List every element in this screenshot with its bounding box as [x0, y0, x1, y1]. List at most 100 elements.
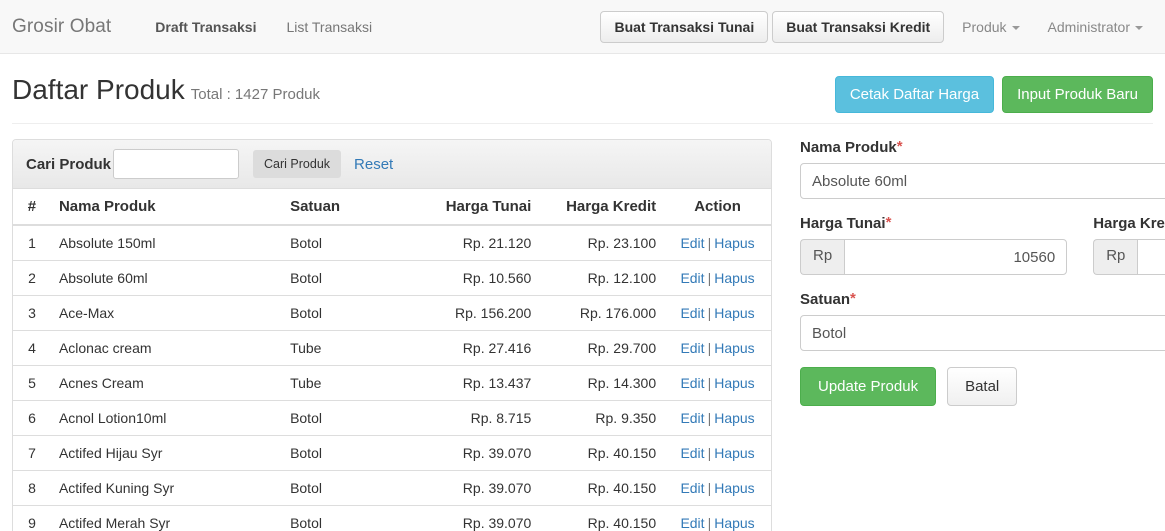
chevron-down-icon — [1135, 26, 1143, 31]
cell-action: Edit | Hapus — [664, 400, 771, 436]
col-header-cash: Harga Tunai — [409, 189, 540, 226]
field-group-satuan: Satuan* — [800, 291, 1165, 351]
cell-num: 1 — [28, 235, 36, 251]
cell-harga-kredit: Rp. 9.350 — [539, 400, 665, 436]
label-satuan: Satuan* — [800, 291, 1165, 308]
cell-harga-tunai: Rp. 8.715 — [409, 400, 540, 436]
nav-link-draft-transaksi[interactable]: Draft Transaksi — [155, 18, 257, 35]
hapus-link[interactable]: Hapus — [714, 515, 755, 531]
cell-harga-tunai: Rp. 21.120 — [462, 235, 532, 251]
cell-num: 8 — [13, 470, 51, 506]
action-separator: | — [707, 305, 712, 321]
cell-name: Acnol Lotion10ml — [50, 400, 283, 436]
cell-action: Edit | Hapus — [664, 470, 771, 506]
cell-harga-kredit: Rp. 40.150 — [539, 435, 665, 471]
table-row: 4 Aclonac cream Tube Rp. 27.416 Rp. 29.700 Ed… — [13, 330, 771, 366]
harga-kredit-input[interactable] — [1137, 239, 1165, 275]
cell-name: Aclonac cream — [50, 330, 283, 366]
edit-link[interactable]: Edit — [680, 375, 705, 391]
cell-harga-kredit: Rp. 40.150 — [539, 505, 665, 531]
search-submit-button[interactable]: Cari Produk — [253, 150, 342, 178]
action-separator: | — [707, 235, 712, 251]
nav-link-list-transaksi[interactable]: List Transaksi — [286, 18, 373, 35]
edit-link[interactable]: Edit — [680, 445, 705, 461]
cell-harga-kredit: Rp. 40.150 — [539, 470, 665, 506]
label-harga-tunai: Harga Tunai* — [800, 215, 1067, 232]
cell-harga-tunai: Rp. 39.070 — [409, 435, 540, 471]
edit-link[interactable]: Edit — [680, 480, 705, 496]
brand-logo[interactable]: Grosir Obat — [12, 15, 112, 37]
cell-num: 2 — [13, 260, 51, 296]
cell-name: Actifed Kuning Syr — [50, 470, 283, 506]
hapus-link[interactable]: Hapus — [714, 480, 755, 496]
buat-transaksi-tunai-button[interactable]: Buat Transaksi Tunai — [600, 11, 769, 43]
search-toolbar: Cari Produk Cari Produk Reset — [13, 140, 771, 189]
nav-dropdown-produk-label: Produk — [962, 19, 1007, 35]
action-separator: | — [707, 410, 712, 426]
form-actions: Update Produk Batal — [800, 367, 1165, 406]
cell-harga-tunai: Rp. 39.070 — [409, 470, 540, 506]
cetak-daftar-harga-button[interactable]: Cetak Daftar Harga — [834, 76, 995, 113]
cell-unit: Botol — [282, 400, 410, 436]
field-group-prices: Harga Tunai* Rp Harga Kredit Rp — [800, 215, 1165, 275]
product-table: # Nama Produk Satuan Harga Tunai Harga K… — [13, 189, 771, 531]
table-row: 8 Actifed Kuning Syr Botol Rp. 39.070 Rp. 40… — [13, 470, 771, 506]
batal-button[interactable]: Batal — [947, 367, 1018, 406]
hapus-link[interactable]: Hapus — [714, 235, 755, 251]
nav-dropdown-administrator-label: Administrator — [1047, 19, 1130, 35]
cell-harga-kredit: Rp. 14.300 — [539, 365, 665, 401]
required-asterisk-icon: * — [850, 290, 856, 307]
search-input[interactable] — [113, 149, 240, 179]
cell-unit: Tube — [282, 330, 410, 366]
table-row: 6 Acnol Lotion10ml Botol Rp. 8.715 Rp. 9.350… — [13, 400, 771, 436]
cell-action: Edit | Hapus — [664, 365, 771, 401]
nama-produk-input[interactable] — [800, 163, 1165, 199]
hapus-link[interactable]: Hapus — [714, 305, 755, 321]
edit-link[interactable]: Edit — [680, 340, 705, 356]
label-harga-kredit: Harga Kredit — [1093, 215, 1165, 232]
cell-action: Edit | Hapus — [664, 330, 771, 366]
nav-dropdown-produk[interactable]: Produk — [948, 0, 1033, 54]
cell-unit: Botol — [282, 505, 410, 531]
field-group-nama-produk: Nama Produk* — [800, 139, 1165, 199]
cell-name: Absolute 150ml — [58, 235, 156, 251]
update-produk-button[interactable]: Update Produk — [800, 367, 937, 406]
nav-dropdown-administrator[interactable]: Administrator — [1034, 0, 1157, 54]
product-list-panel: Cari Produk Cari Produk Reset # Nama Pro… — [12, 139, 772, 531]
label-harga-kredit-text: Harga Kredit — [1093, 215, 1165, 232]
satuan-select[interactable] — [800, 315, 1165, 351]
cell-name: Actifed Hijau Syr — [50, 435, 283, 471]
table-header-row: # Nama Produk Satuan Harga Tunai Harga K… — [13, 189, 771, 226]
cell-unit: Botol — [290, 235, 322, 251]
hapus-link[interactable]: Hapus — [714, 270, 755, 286]
page-header-wrapper: Daftar Produk Total : 1427 Produk Cetak D… — [0, 72, 1165, 124]
reset-link[interactable]: Reset — [354, 155, 394, 173]
page-subtitle-total: Total : 1427 Produk — [190, 86, 321, 103]
action-separator: | — [707, 445, 712, 461]
cell-harga-tunai: Rp. 10.560 — [409, 260, 540, 296]
hapus-link[interactable]: Hapus — [714, 445, 755, 461]
cell-harga-kredit: Rp. 23.100 — [587, 235, 657, 251]
edit-link[interactable]: Edit — [680, 515, 705, 531]
hapus-link[interactable]: Hapus — [714, 410, 755, 426]
harga-tunai-input[interactable] — [844, 239, 1068, 275]
page-title: Daftar Produk — [12, 74, 185, 105]
cell-harga-kredit: Rp. 29.700 — [539, 330, 665, 366]
cell-unit: Botol — [282, 470, 410, 506]
label-satuan-text: Satuan — [800, 291, 851, 308]
cell-num: 6 — [13, 400, 51, 436]
buat-transaksi-kredit-button[interactable]: Buat Transaksi Kredit — [772, 11, 945, 43]
label-nama-produk: Nama Produk* — [800, 139, 1165, 156]
field-group-harga-kredit: Harga Kredit Rp — [1093, 215, 1165, 275]
edit-link[interactable]: Edit — [680, 270, 705, 286]
label-nama-produk-text: Nama Produk — [800, 139, 897, 156]
product-table-body: 1 Absolute 150ml Botol Rp. 21.120 Rp. 23.100… — [13, 225, 771, 531]
hapus-link[interactable]: Hapus — [714, 340, 755, 356]
input-produk-baru-button[interactable]: Input Produk Baru — [1002, 76, 1153, 113]
page-header-actions: Cetak Daftar Harga Input Produk Baru — [834, 76, 1153, 113]
hapus-link[interactable]: Hapus — [714, 375, 755, 391]
table-row: 5 Acnes Cream Tube Rp. 13.437 Rp. 14.300 Edit… — [13, 365, 771, 401]
edit-link[interactable]: Edit — [680, 235, 705, 251]
edit-link[interactable]: Edit — [680, 305, 705, 321]
edit-link[interactable]: Edit — [680, 410, 705, 426]
